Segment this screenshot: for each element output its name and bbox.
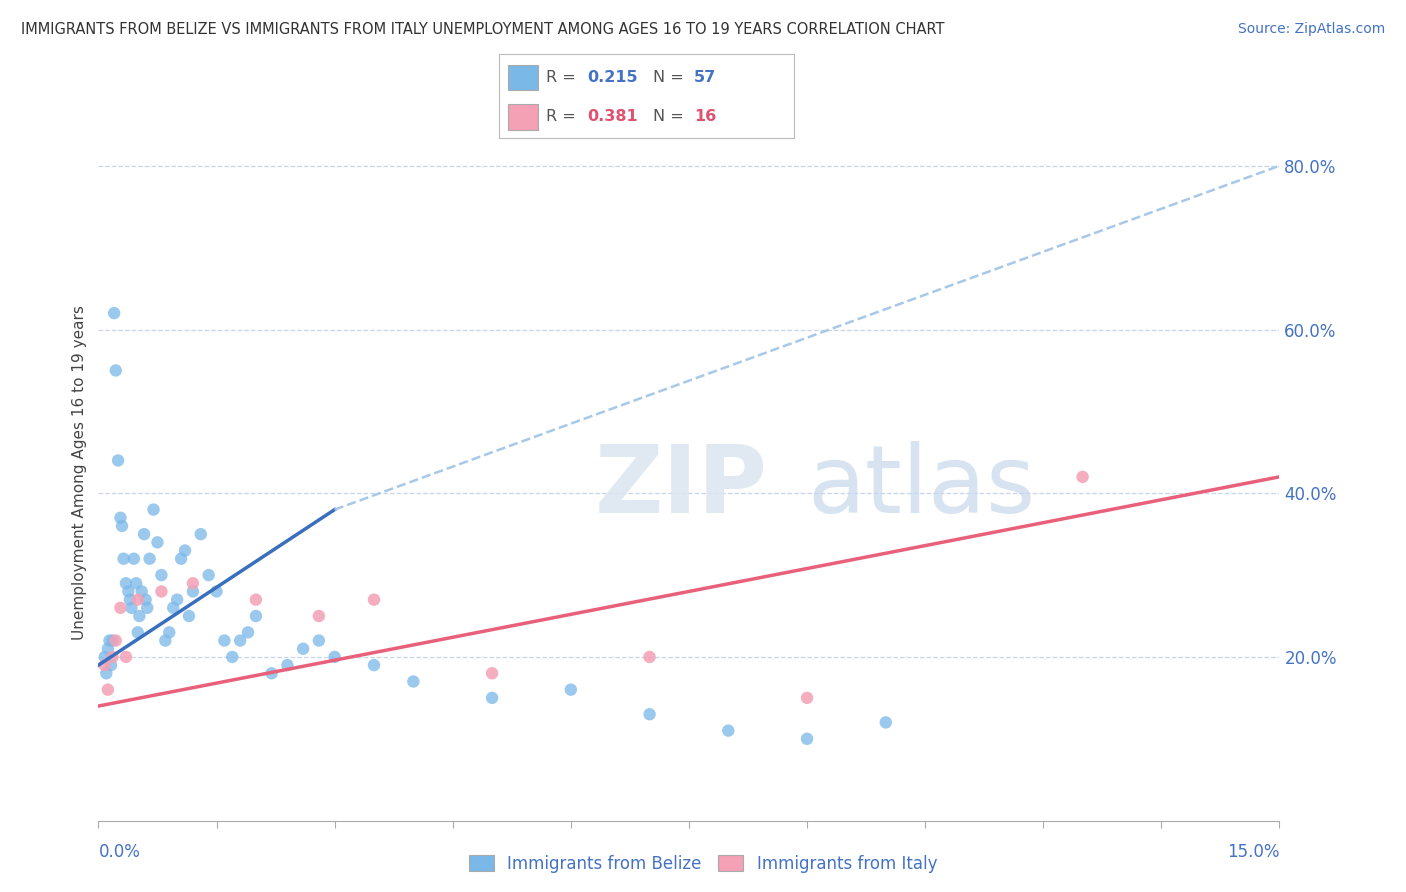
Point — [181, 576, 204, 591]
Point — [796, 731, 818, 746]
FancyBboxPatch shape — [508, 64, 537, 90]
Point — [127, 592, 149, 607]
Text: Source: ZipAtlas.com: Source: ZipAtlas.com — [1237, 22, 1385, 37]
Point — [157, 625, 180, 640]
Point — [118, 592, 141, 607]
Point — [136, 600, 159, 615]
Text: IMMIGRANTS FROM BELIZE VS IMMIGRANTS FROM ITALY UNEMPLOYMENT AMONG AGES 16 TO 19: IMMIGRANTS FROM BELIZE VS IMMIGRANTS FRO… — [21, 22, 945, 37]
Point — [181, 584, 204, 599]
FancyBboxPatch shape — [508, 104, 537, 130]
Point — [93, 649, 115, 664]
Point — [115, 649, 138, 664]
Point — [292, 641, 315, 656]
Point — [93, 658, 115, 673]
Point — [115, 576, 138, 591]
Point — [363, 592, 385, 607]
Point — [121, 600, 143, 615]
Point — [111, 519, 134, 533]
Text: 15.0%: 15.0% — [1227, 843, 1279, 861]
Point — [150, 584, 173, 599]
Point — [402, 674, 425, 689]
Point — [363, 658, 385, 673]
Y-axis label: Unemployment Among Ages 16 to 19 years: Unemployment Among Ages 16 to 19 years — [72, 305, 87, 640]
Point — [205, 584, 228, 599]
Point — [197, 568, 219, 582]
Point — [110, 600, 132, 615]
Point — [131, 584, 153, 599]
Point — [155, 633, 177, 648]
Point — [481, 690, 503, 705]
Point — [177, 609, 200, 624]
Point — [146, 535, 169, 549]
Point — [110, 510, 132, 524]
Point — [276, 658, 298, 673]
Point — [170, 551, 193, 566]
Point — [101, 649, 124, 664]
Text: 16: 16 — [695, 109, 716, 124]
Point — [112, 551, 135, 566]
Point — [245, 592, 267, 607]
Point — [104, 633, 127, 648]
Point — [323, 649, 346, 664]
Point — [214, 633, 236, 648]
Point — [122, 551, 145, 566]
Point — [174, 543, 197, 558]
Point — [260, 666, 283, 681]
Point — [107, 453, 129, 467]
Point — [245, 609, 267, 624]
Text: atlas: atlas — [807, 441, 1035, 533]
Text: R =: R = — [547, 109, 581, 124]
Legend: Immigrants from Belize, Immigrants from Italy: Immigrants from Belize, Immigrants from … — [463, 848, 943, 880]
Point — [166, 592, 188, 607]
Text: 57: 57 — [695, 70, 716, 85]
Point — [229, 633, 252, 648]
Point — [796, 690, 818, 705]
Text: N =: N = — [652, 70, 689, 85]
Point — [127, 625, 149, 640]
Point — [1071, 470, 1094, 484]
Point — [103, 306, 125, 320]
Point — [875, 715, 897, 730]
Point — [150, 568, 173, 582]
Point — [560, 682, 582, 697]
Point — [221, 649, 243, 664]
Text: R =: R = — [547, 70, 581, 85]
Text: 0.215: 0.215 — [588, 70, 638, 85]
Point — [96, 666, 118, 681]
Point — [138, 551, 160, 566]
Text: N =: N = — [652, 109, 689, 124]
Point — [132, 527, 155, 541]
Point — [97, 641, 120, 656]
Point — [104, 363, 127, 377]
Point — [117, 584, 139, 599]
Point — [125, 576, 148, 591]
Text: 0.381: 0.381 — [588, 109, 638, 124]
Point — [308, 609, 330, 624]
Point — [128, 609, 150, 624]
Point — [481, 666, 503, 681]
Text: ZIP: ZIP — [595, 441, 768, 533]
Point — [142, 502, 165, 516]
Point — [236, 625, 259, 640]
Text: 0.0%: 0.0% — [98, 843, 141, 861]
Point — [97, 682, 120, 697]
Point — [101, 633, 124, 648]
Point — [308, 633, 330, 648]
Point — [162, 600, 184, 615]
Point — [717, 723, 740, 738]
Point — [98, 633, 121, 648]
Point — [135, 592, 157, 607]
Point — [638, 649, 661, 664]
Point — [100, 658, 122, 673]
Point — [638, 707, 661, 722]
Point — [190, 527, 212, 541]
